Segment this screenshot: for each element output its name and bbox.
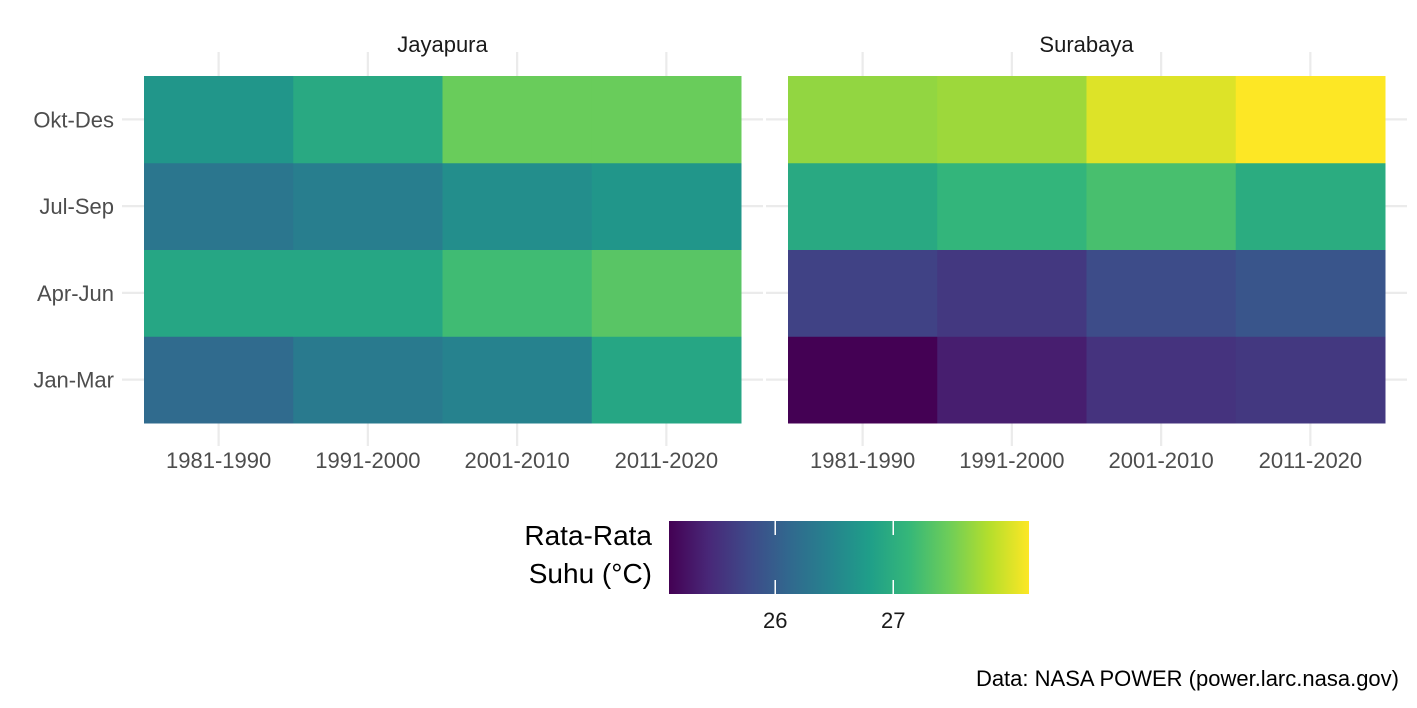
heatmap-tile <box>591 336 742 424</box>
heatmap-tile <box>1235 336 1386 424</box>
y-tick-label: Jul-Sep <box>39 194 114 219</box>
heatmap-tile <box>442 76 593 164</box>
facets: Jayapura 1981-1990 1991-2000 2001-2010 2011-… <box>33 32 1407 473</box>
heatmap-tile <box>788 249 938 337</box>
x-tick-label: 1991-2000 <box>315 448 420 473</box>
heatmap-tile <box>1235 76 1386 164</box>
facet-jayapura: Jayapura 1981-1990 1991-2000 2001-2010 2011-… <box>33 32 763 473</box>
heatmap-tile <box>1086 162 1237 250</box>
x-tick-label: 2001-2010 <box>465 448 570 473</box>
heatmap-tile <box>1235 162 1386 250</box>
x-tick-label: 1981-1990 <box>166 448 271 473</box>
x-tick-label: 2001-2010 <box>1109 448 1214 473</box>
heatmap-tile <box>788 336 938 424</box>
y-tick-label: Apr-Jun <box>37 281 114 306</box>
heatmap-tile <box>591 162 742 250</box>
heatmap-tile <box>293 336 443 424</box>
y-tick-label: Jan-Mar <box>33 368 114 393</box>
heatmap-tile <box>293 76 443 164</box>
facet-title: Jayapura <box>397 32 488 57</box>
y-tick-label: Okt-Des <box>33 107 114 132</box>
heatmap-tile <box>937 249 1087 337</box>
heatmap-tile <box>591 249 742 337</box>
heatmap-tile <box>442 162 593 250</box>
x-tick-label: 1991-2000 <box>959 448 1064 473</box>
x-tick-label: 1981-1990 <box>810 448 915 473</box>
heatmap-tile <box>144 249 294 337</box>
legend: Rata-Rata Suhu (°C) 26 27 <box>524 520 1029 633</box>
heatmap-tile <box>937 162 1087 250</box>
heatmap-tile <box>1086 76 1237 164</box>
heatmap-tile <box>144 336 294 424</box>
heatmap-tile <box>1086 249 1237 337</box>
legend-title-line-1: Rata-Rata <box>524 520 652 551</box>
x-tick-label: 2011-2020 <box>1259 448 1363 473</box>
heatmap-tile <box>1235 249 1386 337</box>
legend-tick-label: 27 <box>881 608 905 633</box>
heatmap-tile <box>293 162 443 250</box>
heatmap-tile <box>144 162 294 250</box>
legend-colorbar <box>669 521 1029 594</box>
x-tick-label: 2011-2020 <box>615 448 719 473</box>
facet-title: Surabaya <box>1039 32 1134 57</box>
heatmap-tile <box>1086 336 1237 424</box>
heatmap-tile <box>591 76 742 164</box>
heatmap-tile <box>442 249 593 337</box>
legend-title-line-2: Suhu (°C) <box>529 558 652 589</box>
heatmap-tile <box>788 162 938 250</box>
heatmap-tile <box>937 336 1087 424</box>
heatmap-tile <box>788 76 938 164</box>
heatmap-tile <box>293 249 443 337</box>
heatmap-tile <box>442 336 593 424</box>
legend-tick-label: 26 <box>763 608 787 633</box>
facet-surabaya: Surabaya 1981-1990 1991-2000 2001-2010 2011-… <box>766 32 1407 473</box>
heatmap-tile <box>937 76 1087 164</box>
caption: Data: NASA POWER (power.larc.nasa.gov) <box>976 666 1399 691</box>
heatmap-tile <box>144 76 294 164</box>
